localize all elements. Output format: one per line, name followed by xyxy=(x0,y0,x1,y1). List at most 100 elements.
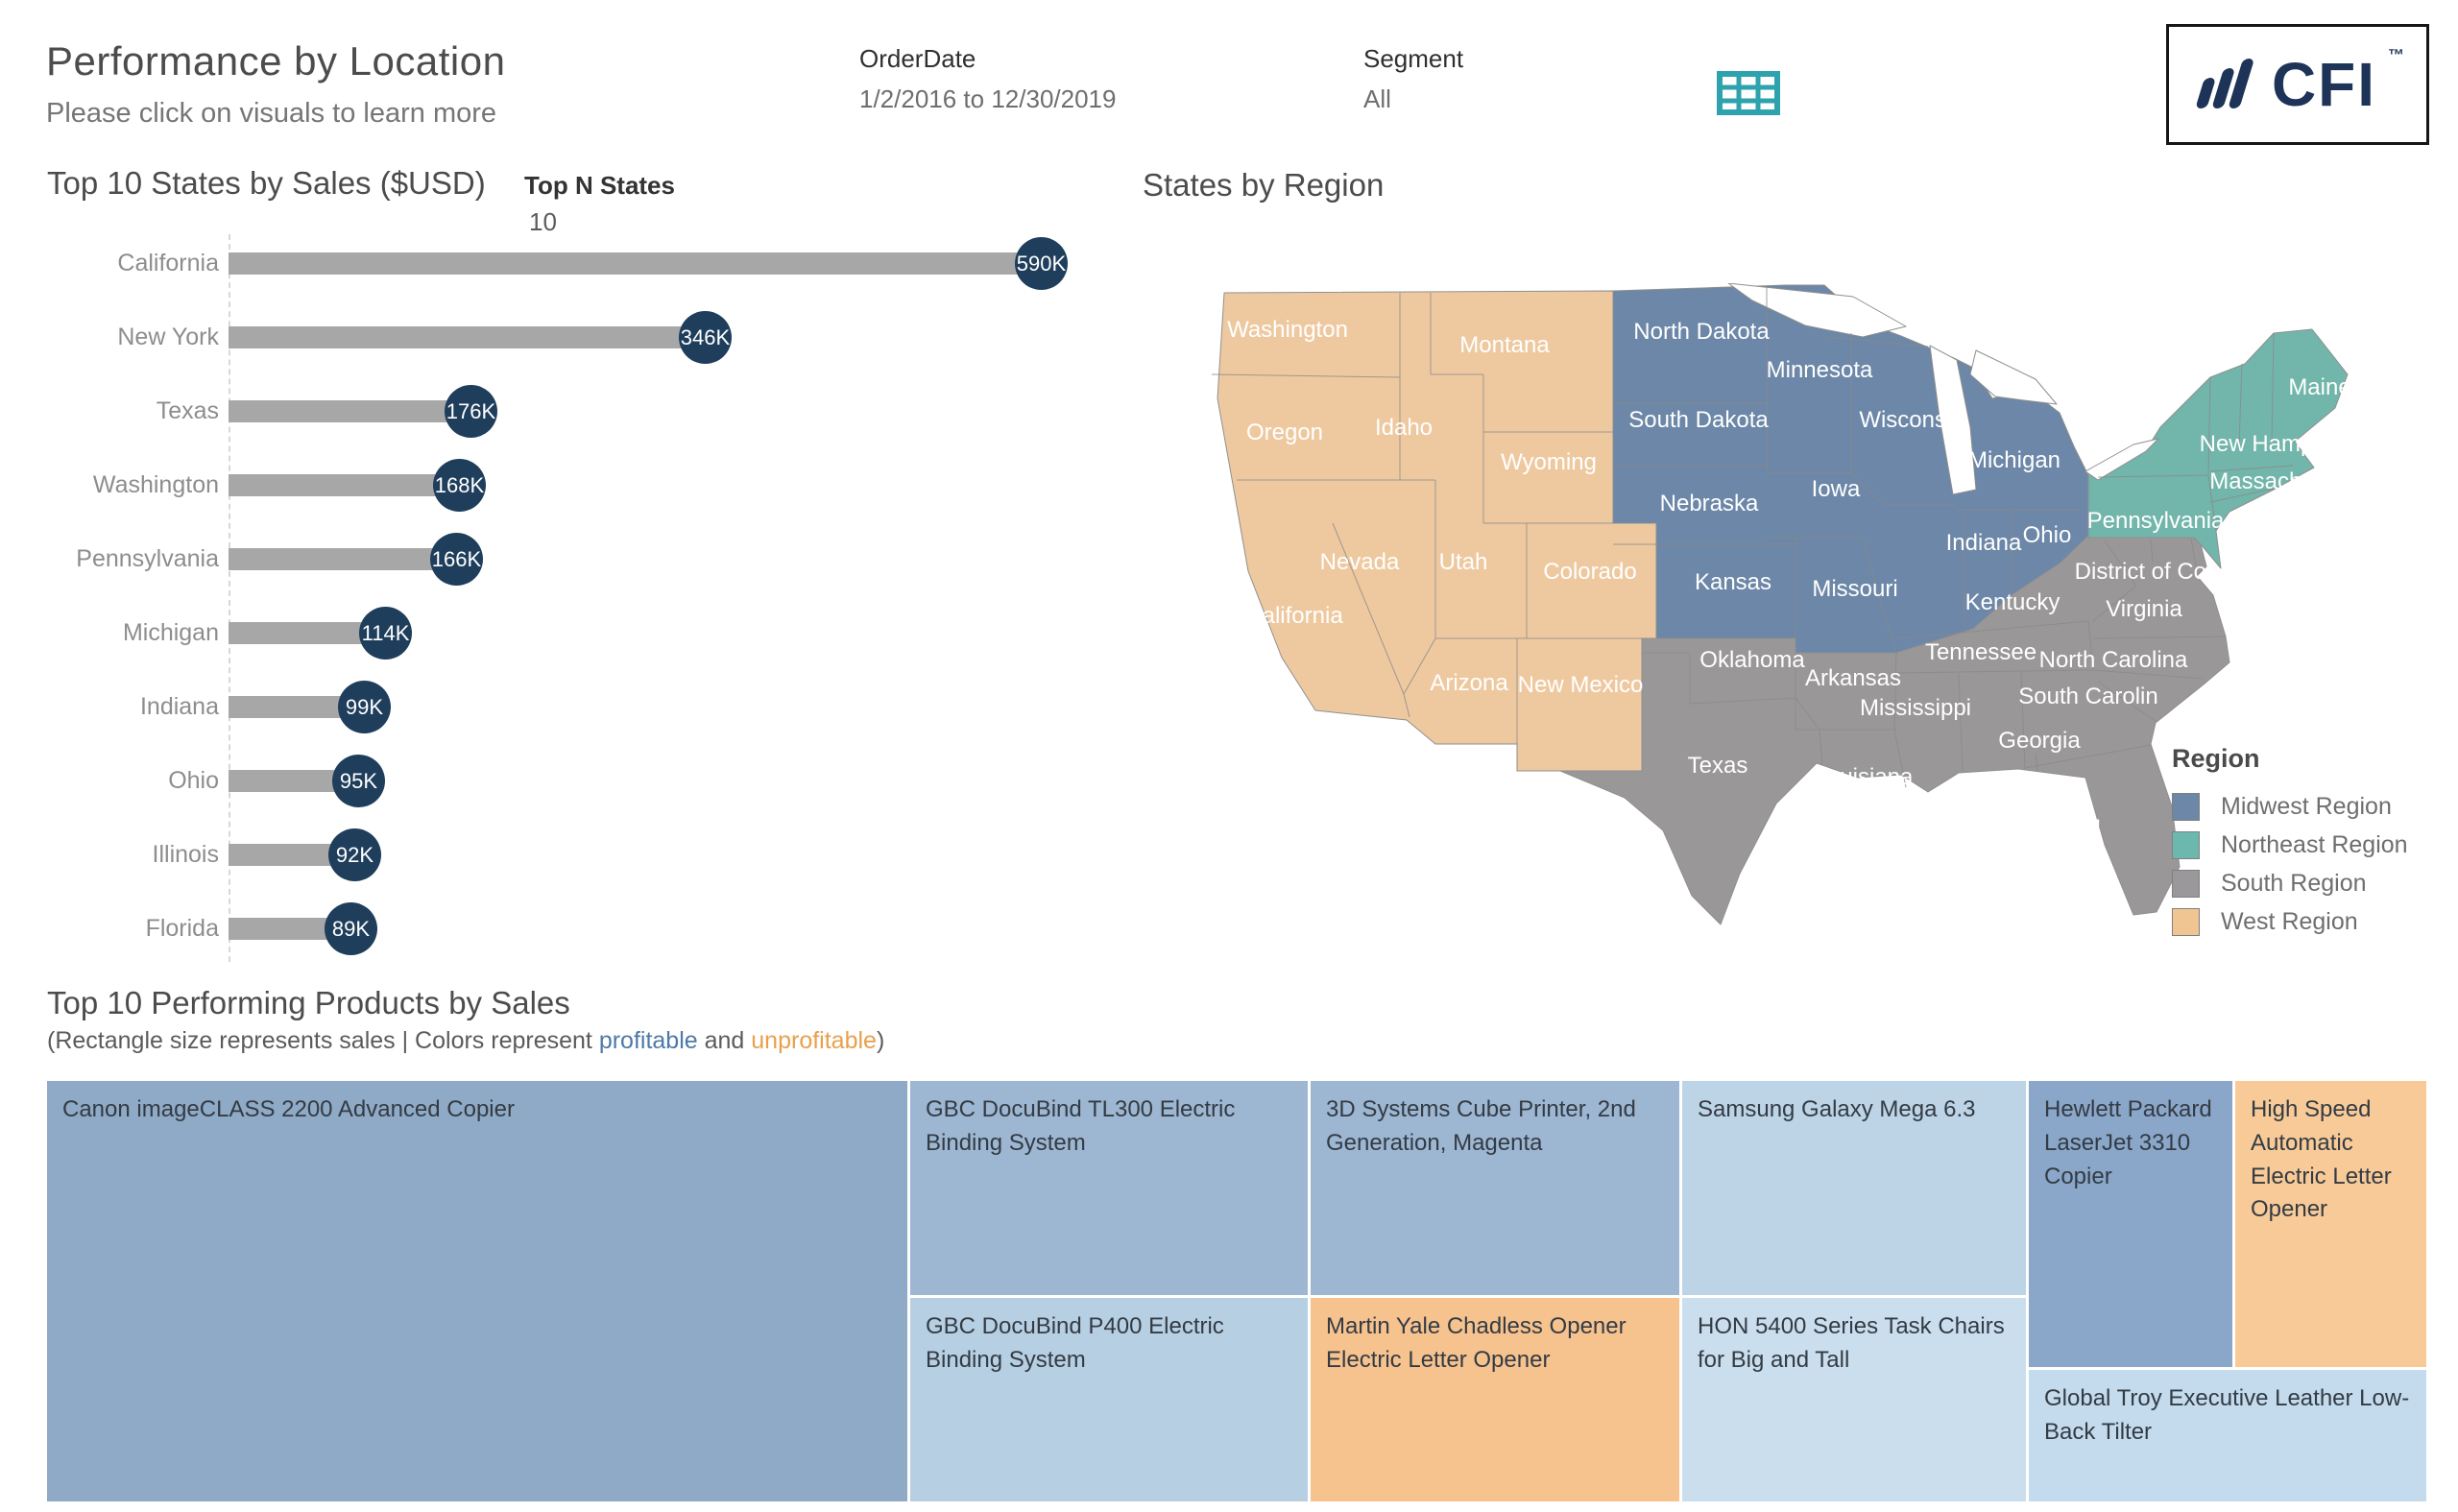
filter-segment[interactable]: Segment All xyxy=(1363,44,1463,114)
bar[interactable] xyxy=(229,770,359,792)
map-state-label[interactable]: Wyoming xyxy=(1501,449,1597,475)
map-state-label[interactable]: California xyxy=(1245,603,1343,629)
table-grid-icon[interactable] xyxy=(1717,71,1780,120)
bar-value-badge[interactable]: 346K xyxy=(679,311,732,364)
bar-row[interactable]: New York 346K xyxy=(0,300,1186,374)
bar[interactable] xyxy=(229,400,471,422)
map-state-label[interactable]: Idaho xyxy=(1375,415,1433,441)
legend-item[interactable]: South Region xyxy=(2172,864,2408,902)
bar-value-badge[interactable]: 166K xyxy=(430,533,483,586)
map-state-label[interactable]: Texas xyxy=(1688,753,1748,779)
region-northeast-shape[interactable] xyxy=(2087,328,2349,569)
bar[interactable] xyxy=(229,918,351,940)
bar-row[interactable]: Illinois 92K xyxy=(0,818,1186,892)
treemap-title: Top 10 Performing Products by Sales xyxy=(47,985,570,1020)
map-state-label[interactable]: Arkansas xyxy=(1805,665,1901,691)
map-state-label[interactable]: Michigan xyxy=(1968,447,2060,473)
treemap-tile[interactable]: Global Troy Executive Leather Low-Back T… xyxy=(2029,1370,2426,1501)
map-state-label[interactable]: Wisconsin xyxy=(1859,407,1964,433)
bar-row[interactable]: Texas 176K xyxy=(0,374,1186,448)
bar-row[interactable]: Washington 168K xyxy=(0,448,1186,522)
treemap-tile[interactable]: High Speed Automatic Electric Letter Ope… xyxy=(2235,1081,2426,1367)
bar-value-badge[interactable]: 92K xyxy=(328,828,381,881)
map-state-label[interactable]: Maine xyxy=(2288,374,2350,400)
map-state-label[interactable]: Colorado xyxy=(1543,559,1636,585)
bar-value-badge[interactable]: 114K xyxy=(359,607,412,660)
map-state-label[interactable]: South Dakota xyxy=(1628,407,1769,433)
bar[interactable] xyxy=(229,252,1042,275)
bar-value-badge[interactable]: 99K xyxy=(338,681,391,733)
map-state-label[interactable]: Tennessee xyxy=(1925,639,2036,665)
top-n-parameter-value[interactable]: 10 xyxy=(529,207,557,236)
bar-value-badge[interactable]: 95K xyxy=(332,755,385,807)
map-state-label[interactable]: New Hamp xyxy=(2200,431,2314,457)
map-state-label[interactable]: Oklahoma xyxy=(1699,647,1805,673)
filter-segment-value[interactable]: All xyxy=(1363,84,1391,113)
treemap-tile[interactable]: GBC DocuBind TL300 Electric Binding Syst… xyxy=(910,1081,1308,1295)
treemap-tile[interactable]: GBC DocuBind P400 Electric Binding Syste… xyxy=(910,1298,1308,1501)
map-state-label[interactable]: Nebraska xyxy=(1660,491,1759,516)
map-title: States by Region xyxy=(1143,167,1385,203)
bar-row[interactable]: Florida 89K xyxy=(0,892,1186,966)
map-legend-items: Midwest Region Northeast Region South Regi… xyxy=(2172,787,2408,941)
treemap-tile[interactable]: Samsung Galaxy Mega 6.3 xyxy=(1682,1081,2026,1295)
map-state-label[interactable]: North Carolina xyxy=(2039,647,2188,673)
map-legend: Region Midwest Region Northeast Region Sou… xyxy=(2172,744,2408,941)
map-state-label[interactable]: Kansas xyxy=(1695,569,1771,595)
bar[interactable] xyxy=(229,622,386,644)
filter-orderdate-value[interactable]: 1/2/2016 to 12/30/2019 xyxy=(859,84,1117,113)
region-west-shape[interactable] xyxy=(1217,290,1657,772)
map-state-label[interactable]: Arizona xyxy=(1430,670,1508,696)
bar-row[interactable]: Indiana 99K xyxy=(0,670,1186,744)
bar[interactable] xyxy=(229,844,355,866)
bar-track: 166K xyxy=(229,522,1186,596)
bar-row[interactable]: Ohio 95K xyxy=(0,744,1186,818)
map-state-label[interactable]: Pennsylvania xyxy=(2087,508,2225,534)
us-region-map[interactable]: Washington Montana North Dakota Minnesota Wi… xyxy=(1191,283,2386,955)
map-state-label[interactable]: South Carolin xyxy=(2018,684,2157,709)
map-state-label[interactable]: Georgia xyxy=(1998,728,2081,754)
bar-row[interactable]: California 590K xyxy=(0,227,1186,300)
bar-value-badge[interactable]: 590K xyxy=(1015,237,1068,290)
bar-track: 92K xyxy=(229,818,1186,892)
map-state-label[interactable]: Minnesota xyxy=(1767,357,1873,383)
bar-row[interactable]: Pennsylvania 166K xyxy=(0,522,1186,596)
map-state-label[interactable]: Washington xyxy=(1227,317,1348,343)
treemap-tile[interactable]: Canon imageCLASS 2200 Advanced Copier xyxy=(47,1081,907,1501)
bar-row[interactable]: Michigan 114K xyxy=(0,596,1186,670)
map-state-label[interactable]: Montana xyxy=(1459,332,1550,358)
map-state-label[interactable]: lorid xyxy=(2057,816,2100,842)
bar-value-badge[interactable]: 168K xyxy=(433,459,486,512)
legend-item[interactable]: West Region xyxy=(2172,902,2408,941)
map-state-label[interactable]: Louisiana xyxy=(1815,764,1914,790)
bar-value-badge[interactable]: 89K xyxy=(325,902,377,955)
treemap-tile[interactable]: Martin Yale Chadless Opener Electric Let… xyxy=(1311,1298,1679,1501)
treemap-tile-label: HON 5400 Series Task Chairs for Big and … xyxy=(1698,1313,2005,1373)
bar[interactable] xyxy=(229,326,706,348)
legend-item[interactable]: Midwest Region xyxy=(2172,787,2408,826)
map-state-label[interactable]: District of Col xyxy=(2075,559,2212,585)
map-state-label[interactable]: Nevada xyxy=(1320,549,1400,575)
bar-value-badge[interactable]: 176K xyxy=(445,385,497,438)
legend-item[interactable]: Northeast Region xyxy=(2172,826,2408,864)
map-state-label[interactable]: North Dakota xyxy=(1633,319,1770,345)
bar[interactable] xyxy=(229,548,457,570)
map-state-label[interactable]: New Mexico xyxy=(1518,672,1644,698)
map-state-label[interactable]: Iowa xyxy=(1812,476,1861,502)
map-state-label[interactable]: Missouri xyxy=(1812,576,1897,602)
map-state-label[interactable]: Virginia xyxy=(2106,596,2182,622)
map-state-label[interactable]: Mississippi xyxy=(1860,695,1971,721)
treemap-tile[interactable]: HON 5400 Series Task Chairs for Big and … xyxy=(1682,1298,2026,1501)
map-state-label[interactable]: Ohio xyxy=(2023,522,2072,548)
map-state-label[interactable]: Kentucky xyxy=(1965,589,2060,615)
map-state-label[interactable]: Massachu xyxy=(2209,468,2314,494)
treemap-tile[interactable]: 3D Systems Cube Printer, 2nd Generation,… xyxy=(1311,1081,1679,1295)
filter-orderdate[interactable]: OrderDate 1/2/2016 to 12/30/2019 xyxy=(859,44,1116,114)
legend-swatch xyxy=(2172,830,2200,859)
treemap-tile[interactable]: Hewlett Packard LaserJet 3310 Copier xyxy=(2029,1081,2232,1367)
map-state-label[interactable]: Oregon xyxy=(1246,420,1323,445)
map-state-label[interactable]: Utah xyxy=(1439,549,1488,575)
map-state-label[interactable]: Indiana xyxy=(1946,530,2022,556)
bar[interactable] xyxy=(229,696,365,718)
bar[interactable] xyxy=(229,474,460,496)
